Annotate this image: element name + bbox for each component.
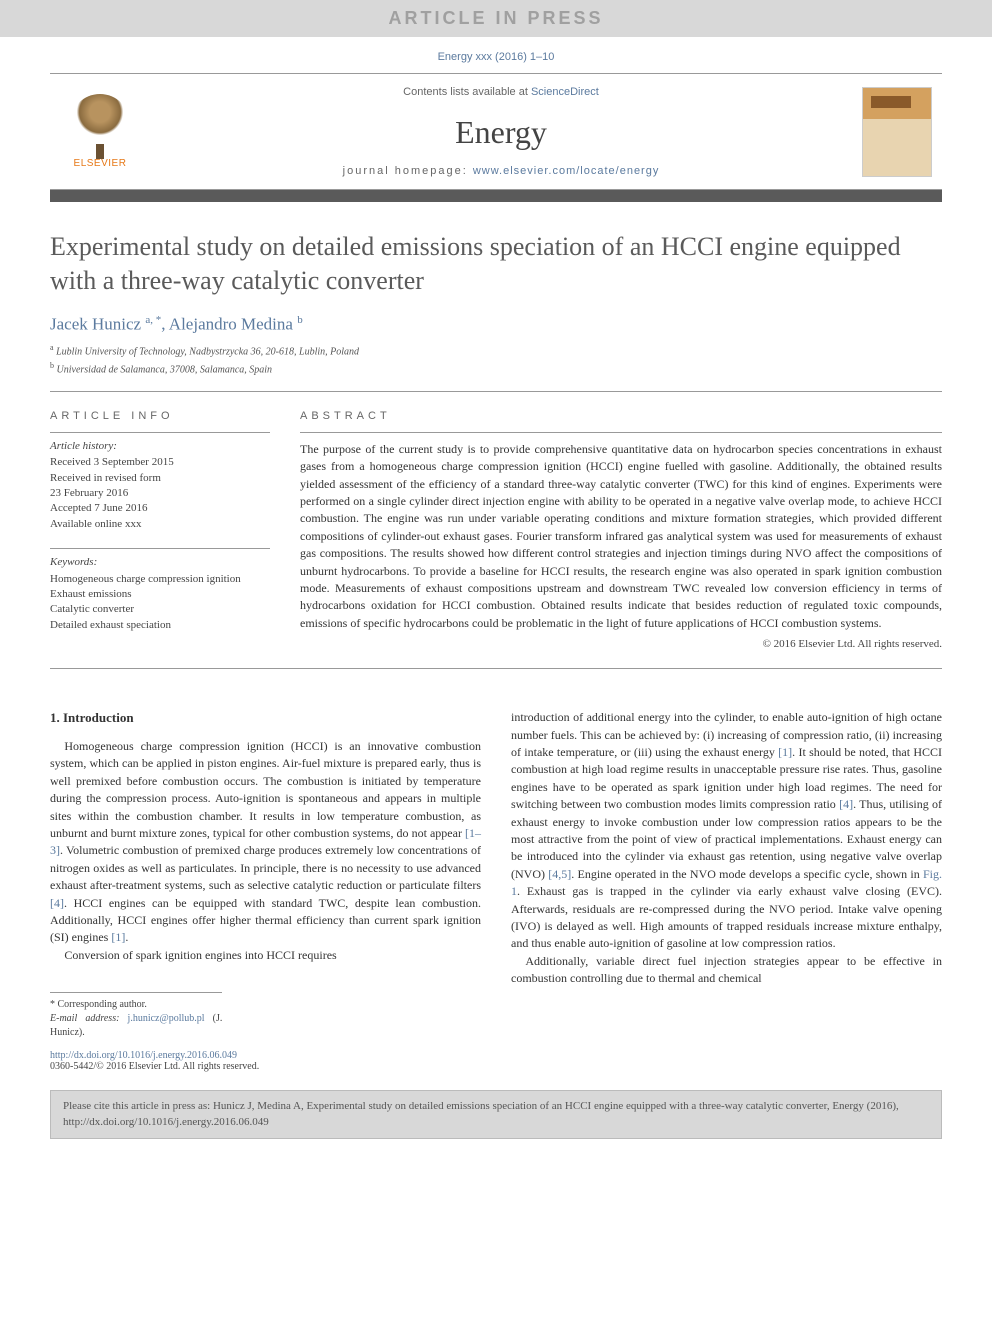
keywords-label: Keywords: (50, 555, 270, 570)
email-link[interactable]: j.hunicz@pollub.pl (128, 1013, 205, 1024)
separator (50, 391, 942, 392)
abstract-column: ABSTRACT The purpose of the current stud… (300, 410, 942, 650)
author-1[interactable]: Jacek Hunicz (50, 314, 145, 333)
history-received: Received 3 September 2015 (50, 455, 270, 470)
ref-link-4-5[interactable]: [4,5] (548, 867, 571, 881)
authors-line: Jacek Hunicz a, *, Alejandro Medina b (50, 314, 942, 335)
keyword-2: Exhaust emissions (50, 587, 270, 602)
journal-name: Energy (140, 114, 862, 151)
separator (50, 668, 942, 669)
issn-copyright: 0360-5442/© 2016 Elsevier Ltd. All right… (50, 1061, 942, 1072)
email-line: E-mail address: j.hunicz@pollub.pl (J. H… (50, 1012, 222, 1040)
ref-link-1[interactable]: [1] (111, 930, 125, 944)
keyword-3: Catalytic converter (50, 602, 270, 617)
intro-paragraph-1: Homogeneous charge compression ignition … (50, 738, 481, 947)
homepage-link[interactable]: www.elsevier.com/locate/energy (473, 165, 660, 177)
article-history: Article history: Received 3 September 20… (50, 432, 270, 532)
elsevier-tree-icon (70, 94, 130, 154)
homepage-line: journal homepage: www.elsevier.com/locat… (140, 165, 862, 177)
body-column-right: introduction of additional energy into t… (511, 709, 942, 1040)
info-abstract-row: ARTICLE INFO Article history: Received 3… (50, 410, 942, 650)
contents-lists-line: Contents lists available at ScienceDirec… (140, 86, 862, 98)
doi-block: http://dx.doi.org/10.1016/j.energy.2016.… (50, 1050, 942, 1072)
email-label: E-mail address: (50, 1013, 128, 1024)
history-accepted: Accepted 7 June 2016 (50, 501, 270, 516)
keywords-block: Keywords: Homogeneous charge compression… (50, 548, 270, 633)
abstract-heading: ABSTRACT (300, 410, 942, 422)
keyword-4: Detailed exhaust speciation (50, 618, 270, 633)
contents-prefix: Contents lists available at (403, 86, 531, 98)
abstract-body: The purpose of the current study is to p… (300, 432, 942, 632)
p1-text-a: Homogeneous charge compression ignition … (50, 739, 481, 840)
divider-bar (50, 190, 942, 202)
header-center: Contents lists available at ScienceDirec… (140, 86, 862, 177)
citation-line: Energy xxx (2016) 1–10 (0, 37, 992, 73)
article-info-column: ARTICLE INFO Article history: Received 3… (50, 410, 270, 650)
col2-text-d: . Engine operated in the NVO mode develo… (571, 867, 923, 881)
history-revised-date: 23 February 2016 (50, 486, 270, 501)
corresponding-author: * Corresponding author. (50, 998, 222, 1012)
abstract-copyright: © 2016 Elsevier Ltd. All rights reserved… (300, 638, 942, 650)
ref-link-4b[interactable]: [4] (839, 797, 853, 811)
elsevier-label: ELSEVIER (74, 158, 127, 169)
aff-b-text: Universidad de Salamanca, 37008, Salaman… (54, 364, 272, 375)
article-in-press-banner: ARTICLE IN PRESS (0, 0, 992, 37)
elsevier-logo[interactable]: ELSEVIER (60, 87, 140, 177)
body-columns: 1. Introduction Homogeneous charge compr… (50, 709, 942, 1040)
intro-paragraph-1-cont: introduction of additional energy into t… (511, 709, 942, 952)
intro-paragraph-3: Additionally, variable direct fuel injec… (511, 953, 942, 988)
author-2[interactable]: , Alejandro Medina (161, 314, 297, 333)
history-label: Article history: (50, 439, 270, 454)
ref-link-4[interactable]: [4] (50, 896, 64, 910)
intro-paragraph-2: Conversion of spark ignition engines int… (50, 947, 481, 964)
author-1-sup: a, * (145, 314, 161, 326)
cite-this-article-box: Please cite this article in press as: Hu… (50, 1090, 942, 1139)
section-1-heading: 1. Introduction (50, 709, 481, 728)
history-available: Available online xxx (50, 517, 270, 532)
sciencedirect-link[interactable]: ScienceDirect (531, 86, 599, 98)
author-2-sup: b (297, 314, 303, 326)
journal-cover-thumbnail[interactable] (862, 87, 932, 177)
p1-text-b: . Volumetric combustion of premixed char… (50, 843, 481, 892)
article-title: Experimental study on detailed emissions… (50, 230, 942, 298)
footnote-block: * Corresponding author. E-mail address: … (50, 992, 222, 1040)
aff-a-text: Lublin University of Technology, Nadbyst… (54, 347, 359, 358)
keyword-1: Homogeneous charge compression ignition (50, 572, 270, 587)
history-revised: Received in revised form (50, 471, 270, 486)
doi-link[interactable]: http://dx.doi.org/10.1016/j.energy.2016.… (50, 1050, 237, 1061)
journal-header: ELSEVIER Contents lists available at Sci… (50, 73, 942, 190)
article-info-heading: ARTICLE INFO (50, 410, 270, 422)
p1-text-d: . (125, 930, 128, 944)
affiliation-b: b Universidad de Salamanca, 37008, Salam… (50, 360, 942, 377)
homepage-prefix: journal homepage: (343, 165, 473, 177)
affiliations: a Lublin University of Technology, Nadby… (50, 342, 942, 377)
ref-link-1b[interactable]: [1] (778, 745, 792, 759)
affiliation-a: a Lublin University of Technology, Nadby… (50, 342, 942, 359)
body-column-left: 1. Introduction Homogeneous charge compr… (50, 709, 481, 1040)
col2-text-e: . Exhaust gas is trapped in the cylinder… (511, 884, 942, 950)
